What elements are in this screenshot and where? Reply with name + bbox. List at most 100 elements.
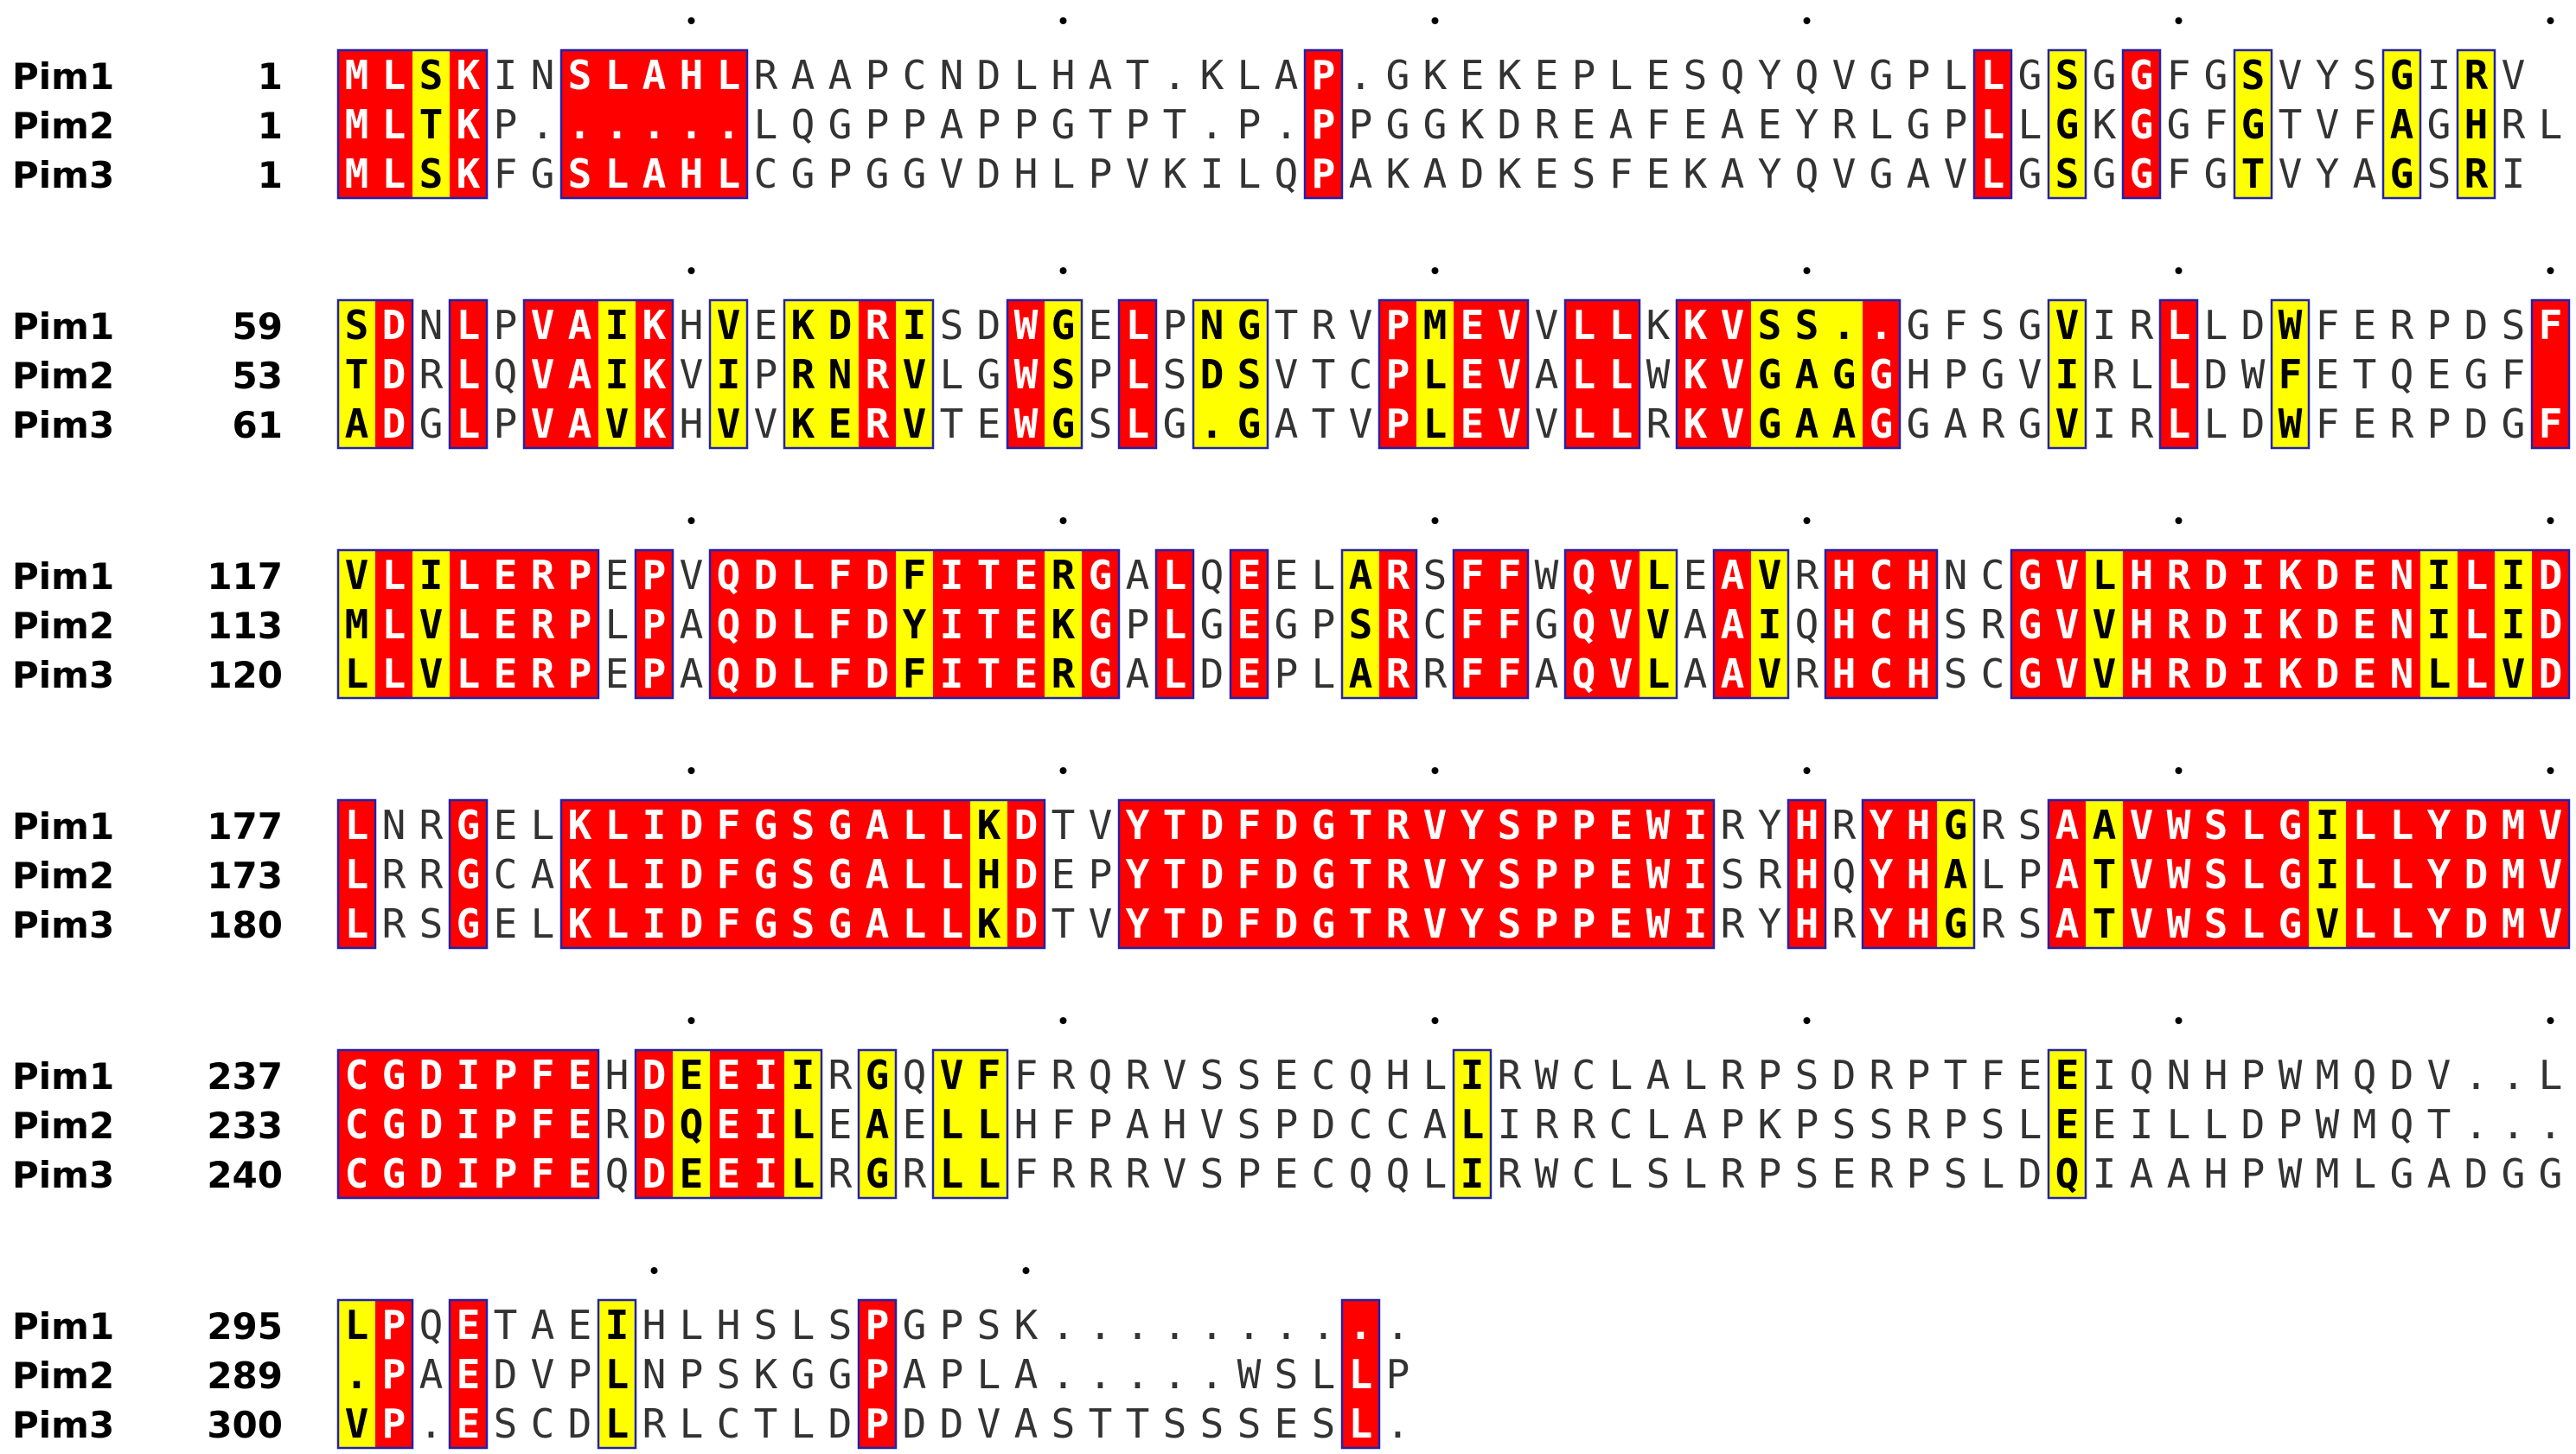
residue: K (457, 101, 481, 148)
residue: P (1944, 351, 1968, 398)
residue: I (605, 351, 630, 398)
residue: V (419, 601, 444, 648)
similarity-column-highlight (2272, 300, 2309, 448)
residue: . (531, 101, 555, 148)
residue: N (419, 302, 444, 349)
residue: I (642, 802, 667, 849)
residue: V (1758, 552, 1782, 599)
residue: Y (2316, 151, 2340, 197)
residue: K (791, 302, 815, 349)
residue: K (568, 802, 592, 849)
column-tick-dot (2175, 267, 2183, 274)
residue: D (1014, 900, 1039, 947)
residue: K (2279, 650, 2303, 697)
sequence-start-position: 177 (207, 805, 283, 848)
residue: F (2316, 302, 2340, 349)
residue: S (1349, 601, 1373, 648)
residue: P (754, 351, 778, 398)
residue: K (1423, 52, 1448, 99)
identity-column-highlight (2234, 550, 2272, 698)
residue: I (2316, 851, 2340, 898)
residue: E (457, 1302, 481, 1348)
residue: V (1163, 1052, 1187, 1099)
residue: L (2093, 552, 2117, 599)
residue: C (1312, 1052, 1336, 1099)
residue: E (1758, 101, 1782, 148)
residue: E (2018, 1052, 2042, 1099)
identity-column-highlight (2011, 550, 2049, 698)
residue: K (1163, 151, 1187, 197)
residue: A (1535, 650, 1559, 697)
residue: H (1907, 851, 1931, 898)
identity-column-highlight (1900, 550, 1937, 698)
residue: W (1646, 851, 1671, 898)
residue: C (345, 1052, 369, 1099)
residue: M (345, 601, 369, 648)
residue: D (1275, 900, 1299, 947)
residue: S (828, 1302, 853, 1348)
similarity-column-highlight (1193, 300, 1230, 448)
residue: V (1423, 851, 1448, 898)
conserved-region-frame (857, 1048, 898, 1200)
identity-column-highlight (1491, 800, 1528, 948)
residue: E (457, 1400, 481, 1447)
residue: A (1907, 151, 1931, 197)
residue: P (2241, 1150, 2266, 1197)
residue: Y (1870, 851, 1894, 898)
residue: D (754, 650, 778, 697)
residue: V (1535, 302, 1559, 349)
sequence-name: Pim1 (12, 555, 114, 598)
residue: L (2204, 302, 2228, 349)
residue: G (457, 802, 481, 849)
residue: F (1014, 1052, 1039, 1099)
residue: E (568, 1302, 592, 1348)
residue: E (1014, 552, 1039, 599)
residue: L (1237, 52, 1262, 99)
residue: L (2464, 650, 2489, 697)
residue: G (2204, 151, 2228, 197)
residue: Q (1572, 650, 1596, 697)
residue: V (419, 650, 444, 697)
identity-column-highlight (1305, 50, 1342, 198)
residue: R (2167, 650, 2191, 697)
residue: F (1981, 1052, 2005, 1099)
residue: S (1758, 302, 1782, 349)
residue: P (903, 101, 927, 148)
conserved-region-frame (2047, 1048, 2087, 1200)
residue: V (2279, 151, 2303, 197)
identity-column-highlight (1863, 550, 1900, 698)
residue: P (1349, 101, 1373, 148)
residue: I (2093, 302, 2117, 349)
identity-column-highlight (673, 50, 710, 198)
residue: A (345, 400, 369, 447)
residue: . (1051, 1302, 1076, 1348)
residue: S (1200, 1150, 1224, 1197)
residue: L (791, 1302, 815, 1348)
residue: H (2464, 101, 2489, 148)
residue: V (2055, 650, 2080, 697)
residue: S (2018, 900, 2042, 947)
residue: W (1237, 1351, 1262, 1398)
residue: V (680, 552, 704, 599)
residue: N (2390, 552, 2414, 599)
identity-column-highlight (1677, 300, 1714, 448)
residue: L (1572, 302, 1596, 349)
residue: G (1275, 601, 1299, 648)
conserved-region-frame (2381, 48, 2422, 200)
residue: V (1498, 400, 1522, 447)
residue: T (1275, 302, 1299, 349)
residue: G (2427, 101, 2451, 148)
identity-column-highlight (1863, 300, 1900, 448)
residue: P (2427, 400, 2451, 447)
identity-column-highlight (1230, 550, 1268, 698)
conserved-region-frame (2233, 48, 2273, 200)
residue: R (1870, 1052, 1894, 1099)
sequence-name: Pim2 (12, 1355, 114, 1397)
residue: . (1163, 1302, 1187, 1348)
residue: P (1237, 1150, 1262, 1197)
sequence-name: Pim2 (12, 355, 114, 397)
residue: A (1014, 1400, 1039, 1447)
conserved-region-frame (1452, 1048, 1493, 1200)
residue: L (1684, 1052, 1708, 1099)
similarity-column-highlight (1230, 300, 1268, 448)
